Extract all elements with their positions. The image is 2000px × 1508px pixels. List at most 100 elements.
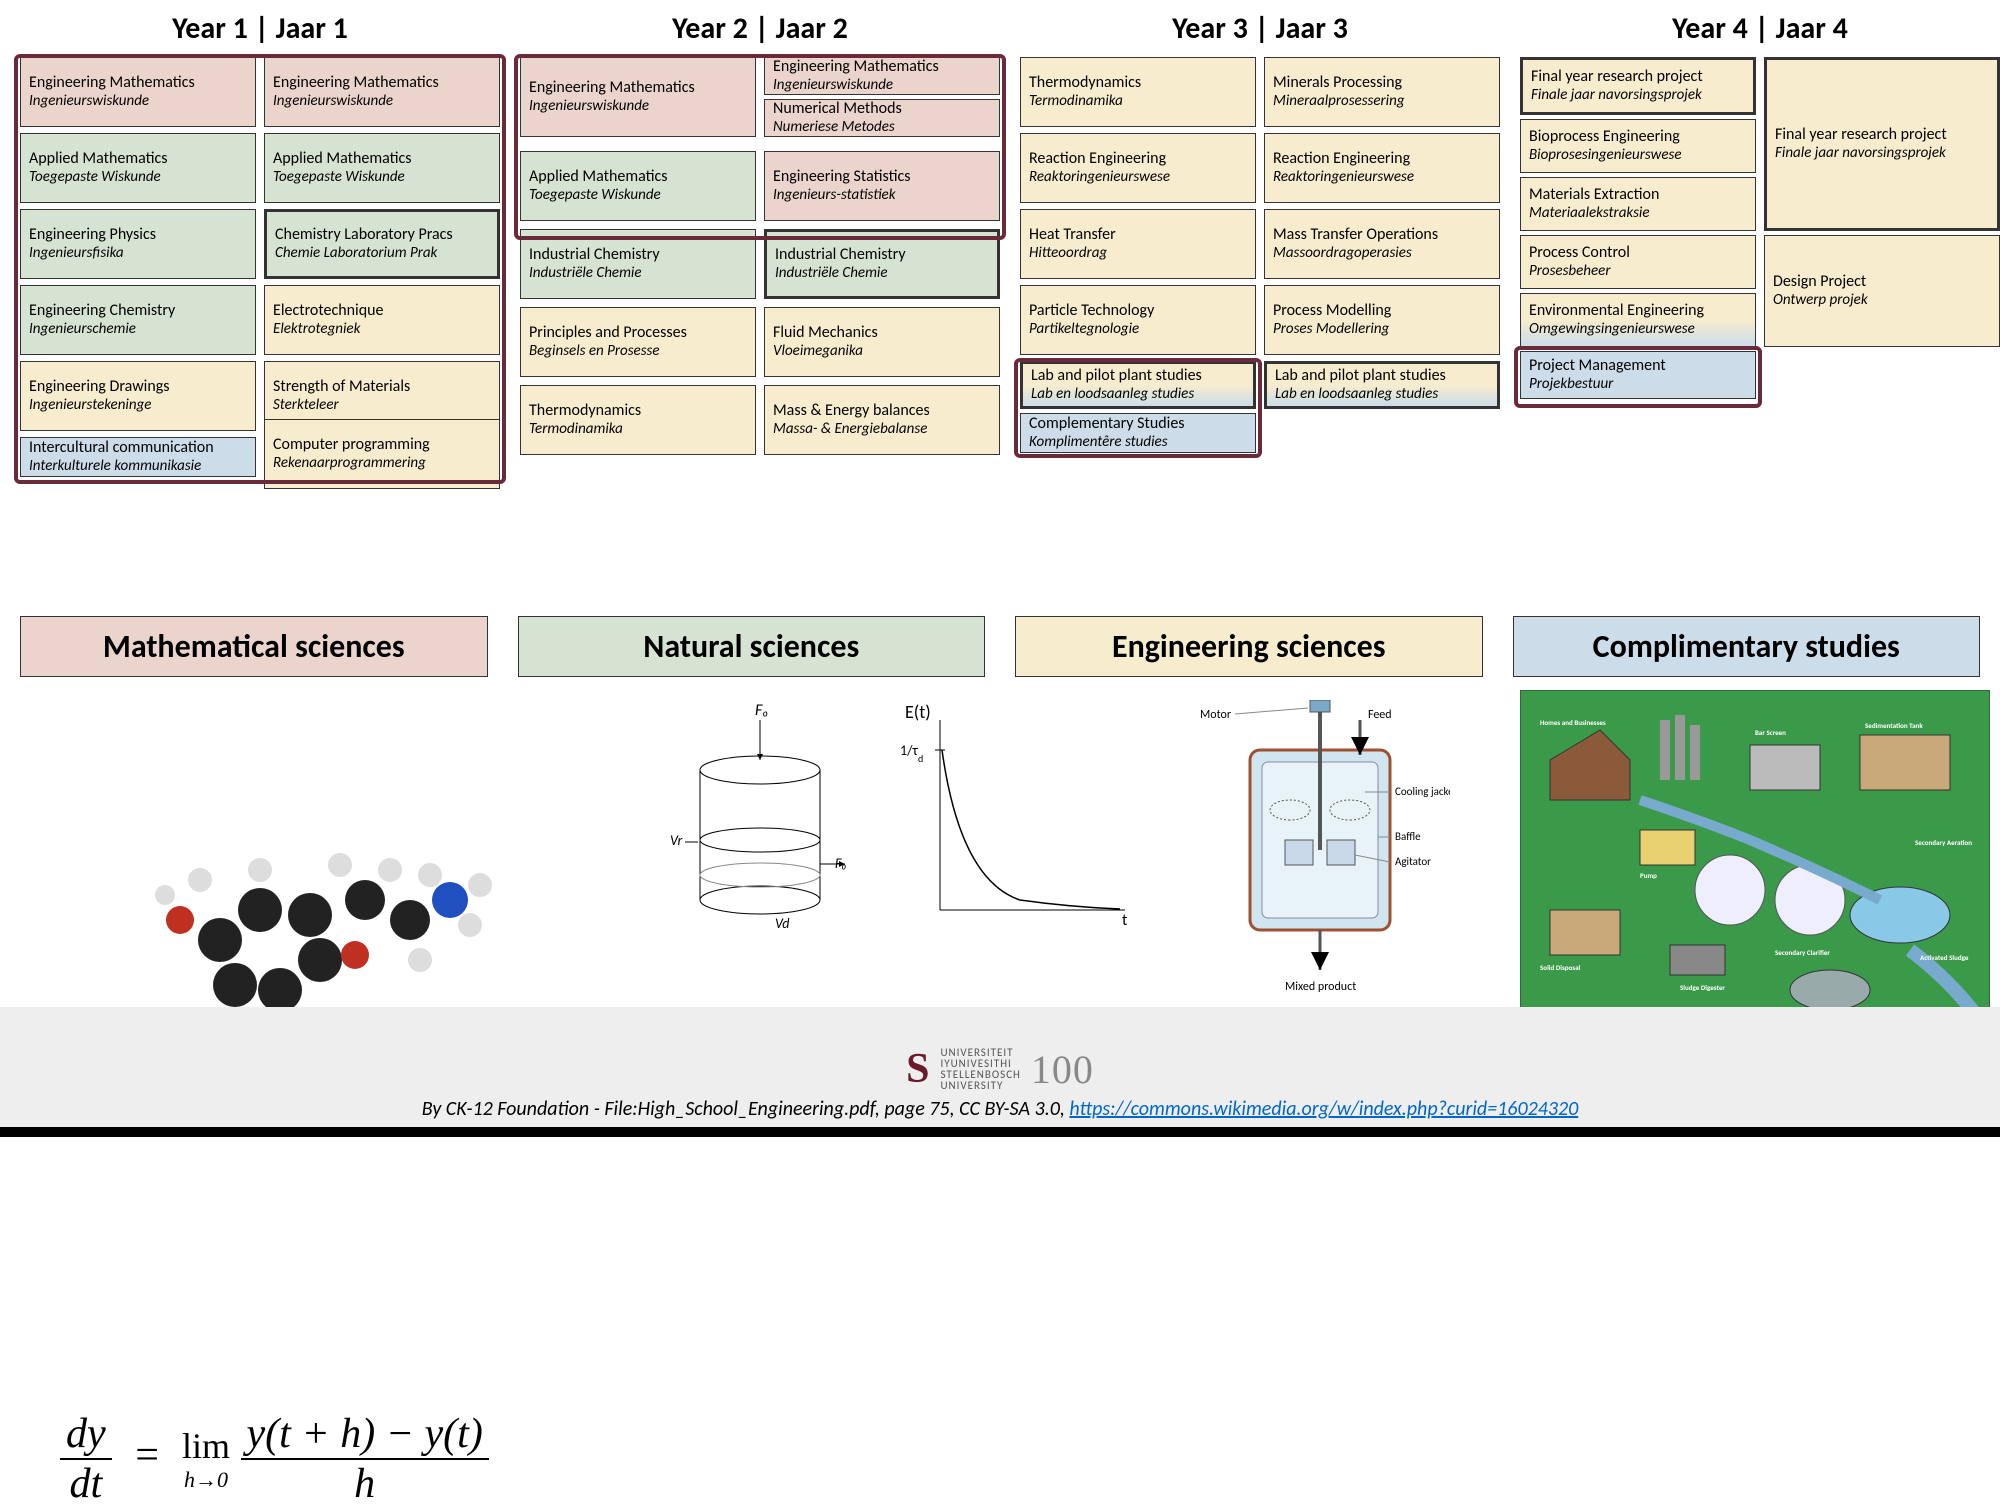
credit-link[interactable]: https://commons.wikimedia.org/w/index.ph… xyxy=(1069,1097,1578,1121)
year-title: Year 1 | Jaar 1 xyxy=(20,10,500,47)
module-name-af: Ontwerp projek xyxy=(1773,292,1991,309)
module-name-en: Strength of Materials xyxy=(273,378,491,396)
module-name-af: Elektrotegniek xyxy=(273,321,491,338)
module-box: Computer programmingRekenaarprogrammerin… xyxy=(264,419,500,489)
module-name-en: Minerals Processing xyxy=(1273,74,1491,92)
year-column-3: Year 3 | Jaar 3ThermodynamicsTermodinami… xyxy=(1020,10,1500,497)
legend-comp: Complimentary studies xyxy=(1513,616,1981,677)
module-name-en: Engineering Chemistry xyxy=(29,302,247,320)
module-box: Materials ExtractionMateriaalekstraksie xyxy=(1520,177,1756,231)
module-name-af: Industriële Chemie xyxy=(775,265,989,282)
module-name-en: Reaction Engineering xyxy=(1273,150,1491,168)
module-name-af: Prosesbeheer xyxy=(1529,263,1747,280)
decay-chart: E(t) 1/τd t xyxy=(900,700,1140,940)
module-box: Engineering MathematicsIngenieurswiskund… xyxy=(764,57,1000,95)
module-box: Intercultural communicationInterkulturel… xyxy=(20,437,256,477)
module-name-af: Projekbestuur xyxy=(1529,376,1747,393)
year-title: Year 3 | Jaar 3 xyxy=(1020,10,1500,47)
footer-bar: S UNIVERSITEIT IYUNIVESITHI STELLENBOSCH… xyxy=(0,1007,2000,1127)
svg-text:Motor: Motor xyxy=(1200,708,1231,722)
module-name-af: Rekenaarprogrammering xyxy=(273,455,491,472)
module-name-af: Massa- & Energiebalanse xyxy=(773,421,991,438)
svg-text:Pump: Pump xyxy=(1640,871,1657,880)
svg-text:1/τd: 1/τd xyxy=(900,742,923,765)
module-box: Design ProjectOntwerp projek xyxy=(1764,235,2000,347)
year-column-2: Year 2 | Jaar 2Engineering MathematicsIn… xyxy=(520,10,1000,497)
module-box: Project ManagementProjekbestuur xyxy=(1520,351,1756,399)
module-name-en: Engineering Mathematics xyxy=(773,58,991,76)
svg-text:Solid Disposal: Solid Disposal xyxy=(1540,963,1581,972)
year-column-1: Year 1 | Jaar 1Engineering MathematicsIn… xyxy=(20,10,500,497)
module-name-en: Industrial Chemistry xyxy=(775,246,989,264)
module-box: Engineering DrawingsIngenieurstekeninge xyxy=(20,361,256,431)
module-name-af: Beginsels en Prosesse xyxy=(529,343,747,360)
svg-text:Vd: Vd xyxy=(775,915,789,932)
module-box: Lab and pilot plant studiesLab en loodsa… xyxy=(1020,361,1256,409)
reactor-illustration: Motor Feed Cooling jacket Baffle Agitato… xyxy=(1190,700,1450,1000)
module-box: Applied MathematicsToegepaste Wiskunde xyxy=(20,133,256,203)
module-name-en: Engineering Drawings xyxy=(29,378,247,396)
module-name-en: Engineering Mathematics xyxy=(273,74,491,92)
module-name-en: Bioprocess Engineering xyxy=(1529,128,1747,146)
module-box: Final year research projectFinale jaar n… xyxy=(1764,57,2000,231)
module-box: Environmental EngineeringOmgewingsingeni… xyxy=(1520,293,1756,347)
module-name-af: Toegepaste Wiskunde xyxy=(273,169,491,186)
svg-text:Activated Sludge: Activated Sludge xyxy=(1920,953,1969,962)
module-box: ThermodynamicsTermodinamika xyxy=(520,385,756,455)
module-box: Engineering StatisticsIngenieurs-statist… xyxy=(764,151,1000,221)
module-name-en: Fluid Mechanics xyxy=(773,324,991,342)
module-box: Industrial ChemistryIndustriële Chemie xyxy=(520,229,756,299)
module-name-af: Bioprosesingenieurswese xyxy=(1529,147,1747,164)
module-name-en: Design Project xyxy=(1773,273,1991,291)
module-name-af: Materiaalekstraksie xyxy=(1529,205,1747,222)
svg-text:E(t): E(t) xyxy=(905,701,931,723)
module-name-en: Environmental Engineering xyxy=(1529,302,1747,320)
module-name-en: Intercultural communication xyxy=(29,439,247,457)
svg-text:Bar Screen: Bar Screen xyxy=(1755,728,1786,737)
svg-text:F₀: F₀ xyxy=(755,701,769,720)
module-name-en: Reaction Engineering xyxy=(1029,150,1247,168)
module-name-af: Massoordragoperasies xyxy=(1273,245,1491,262)
module-name-af: Omgewingsingenieurswese xyxy=(1529,321,1747,338)
module-box: Process ControlProsesbeheer xyxy=(1520,235,1756,289)
module-name-af: Ingenieurswiskunde xyxy=(529,98,747,115)
module-box: Engineering MathematicsIngenieurswiskund… xyxy=(264,57,500,127)
svg-text:Feed: Feed xyxy=(1368,708,1392,722)
module-name-en: Particle Technology xyxy=(1029,302,1247,320)
module-name-af: Lab en loodsaanleg studies xyxy=(1031,386,1245,403)
module-box: Bioprocess EngineeringBioprosesingenieur… xyxy=(1520,119,1756,173)
module-name-en: Thermodynamics xyxy=(1029,74,1247,92)
svg-text:Vr: Vr xyxy=(670,832,683,849)
module-box: ElectrotechniqueElektrotegniek xyxy=(264,285,500,355)
year-title: Year 2 | Jaar 2 xyxy=(520,10,1000,47)
module-box: Numerical MethodsNumeriese Metodes xyxy=(764,99,1000,137)
module-box: Lab and pilot plant studiesLab en loodsa… xyxy=(1264,361,1500,409)
module-name-af: Finale jaar navorsingsprojek xyxy=(1531,87,1745,104)
svg-text:Sedimentation Tank: Sedimentation Tank xyxy=(1865,721,1923,730)
module-name-en: Chemistry Laboratory Pracs xyxy=(275,226,489,244)
svg-text:t: t xyxy=(1122,911,1128,930)
module-box: Mass & Energy balancesMassa- & Energieba… xyxy=(764,385,1000,455)
module-name-en: Electrotechnique xyxy=(273,302,491,320)
svg-text:Cooling jacket: Cooling jacket xyxy=(1395,785,1450,798)
module-name-af: Reaktoringenieurswese xyxy=(1029,169,1247,186)
module-name-en: Engineering Mathematics xyxy=(529,79,747,97)
module-box: Mass Transfer OperationsMassoordragopera… xyxy=(1264,209,1500,279)
legend-eng: Engineering sciences xyxy=(1015,616,1483,677)
module-box: Applied MathematicsToegepaste Wiskunde xyxy=(264,133,500,203)
module-name-af: Reaktoringenieurswese xyxy=(1273,169,1491,186)
module-name-en: Thermodynamics xyxy=(529,402,747,420)
module-box: Particle TechnologyPartikeltegnologie xyxy=(1020,285,1256,355)
module-box: Minerals ProcessingMineraalprosessering xyxy=(1264,57,1500,127)
module-name-en: Mass & Energy balances xyxy=(773,402,991,420)
module-name-en: Final year research project xyxy=(1775,126,1989,144)
module-box: Applied MathematicsToegepaste Wiskunde xyxy=(520,151,756,221)
year-column-4: Year 4 | Jaar 4Final year research proje… xyxy=(1520,10,2000,497)
module-name-af: Lab en loodsaanleg studies xyxy=(1275,386,1489,403)
module-box: Heat TransferHitteoordrag xyxy=(1020,209,1256,279)
module-name-af: Partikeltegnologie xyxy=(1029,321,1247,338)
module-name-en: Process Modelling xyxy=(1273,302,1491,320)
legend-natural: Natural sciences xyxy=(518,616,986,677)
module-name-af: Sterkteleer xyxy=(273,397,491,414)
module-name-af: Ingenieursfisika xyxy=(29,245,247,262)
